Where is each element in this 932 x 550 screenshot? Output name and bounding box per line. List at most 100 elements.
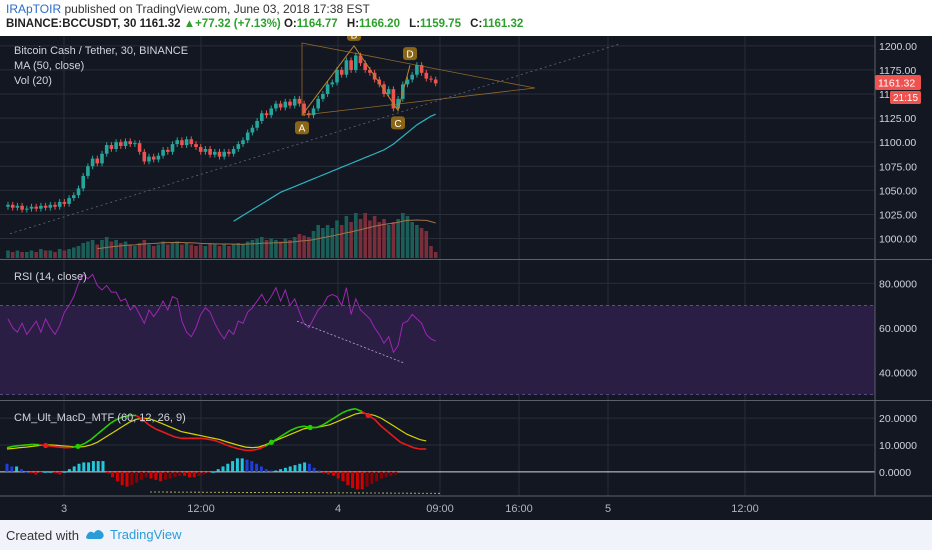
candle: [354, 55, 358, 70]
volume-bar: [396, 219, 400, 258]
volume-bar: [95, 244, 100, 258]
candle: [133, 143, 137, 145]
rsi-divergence-line: [296, 320, 406, 364]
macd-line-segment: [297, 425, 304, 429]
macd-line-segment: [387, 430, 395, 438]
chart-background: [0, 36, 932, 520]
tradingview-brand[interactable]: TradingView: [84, 525, 182, 543]
macd-histogram-bar: [269, 470, 273, 472]
macd-histogram-bar: [379, 471, 383, 479]
macd-histogram-bar: [178, 471, 182, 476]
macd-line-segment: [232, 446, 240, 450]
price-tick-label: 1000.00: [879, 234, 917, 246]
macd-histogram-bar: [202, 471, 206, 475]
candle: [142, 151, 147, 162]
change-arrow-icon: ▲: [183, 18, 196, 30]
candle: [297, 98, 302, 104]
candle: [311, 108, 316, 116]
macd-histogram-bar: [24, 471, 28, 473]
rsi-tick-label: 80.0000: [879, 278, 917, 290]
volume-bar: [39, 249, 43, 258]
macd-histogram-bar: [288, 466, 292, 472]
candle: [15, 205, 20, 208]
volume-bar: [48, 250, 53, 258]
volume-bar: [222, 244, 226, 258]
candle: [405, 79, 410, 85]
macd-histogram-bar: [351, 471, 355, 488]
price-tick-label: 1125.00: [879, 113, 916, 125]
rsi-tick-label: 40.0000: [879, 367, 917, 379]
x-tick-label: 09:00: [426, 503, 454, 515]
volume-bar: [292, 237, 297, 258]
volume-bar: [123, 241, 128, 258]
macd-histogram-bar: [235, 458, 239, 472]
pattern-point-badge: [391, 116, 405, 130]
volume-bar: [161, 241, 165, 258]
candlesticks: [6, 52, 438, 213]
macd-line-segment: [290, 426, 298, 431]
macd-histogram-bar: [384, 471, 388, 478]
candle: [114, 142, 118, 149]
macd-line-segment: [342, 409, 350, 414]
volume-bar: [349, 222, 353, 258]
macd-histogram-bar: [346, 471, 350, 486]
chart-canvas[interactable]: A B C D 3 12:00 4 09:00 16:00 5 12:00 1200.00 1175.…: [0, 27, 932, 520]
macd-line-segment: [316, 424, 324, 429]
macd-cross-dot: [365, 412, 371, 419]
macd-histogram-bar: [279, 469, 283, 472]
candle: [363, 63, 367, 70]
published-text: published on TradingView.com, June 03, 2…: [64, 2, 370, 16]
symbol-label: BINANCE:BCCUSDT, 30: [6, 18, 137, 30]
volume-bar: [391, 222, 396, 258]
macd-histogram-bar: [394, 471, 398, 475]
volume-bar: [194, 246, 198, 258]
candle: [119, 142, 123, 147]
volume-bar: [67, 249, 71, 258]
candle: [260, 113, 264, 121]
candle: [358, 55, 363, 64]
macd-histogram-bar: [96, 461, 100, 472]
macd-histogram-bar: [135, 471, 139, 483]
volume-bar: [213, 244, 217, 258]
volume-bar: [368, 220, 372, 258]
author-link[interactable]: IRApTOIR: [6, 2, 62, 16]
macd-cross-dot: [139, 416, 146, 423]
macd-histogram-bar: [245, 459, 249, 472]
volume-bar: [344, 216, 349, 258]
macd-histogram-bar: [192, 471, 196, 478]
price-tag: 1161.32 21:15: [875, 75, 921, 104]
macd-histogram-bar: [312, 467, 316, 472]
macd-histogram-bar: [120, 471, 124, 486]
volume-bar: [170, 243, 175, 258]
volume-bar: [208, 243, 212, 258]
volume-bar: [307, 237, 311, 258]
last-price: 1161.32: [139, 18, 181, 30]
volume-bar: [81, 243, 85, 258]
volume-bar: [156, 244, 161, 258]
macd-line-segment: [109, 418, 118, 425]
volume-bars: [6, 213, 438, 258]
macd-histogram-bar: [240, 458, 244, 472]
macd-line-segment: [90, 433, 98, 441]
chart-area[interactable]: A B C D 3 12:00 4 09:00 16:00 5 12:00 1200.00 1175.…: [0, 27, 932, 520]
candle: [10, 204, 15, 208]
trend-line: [9, 43, 621, 235]
volume-bar: [386, 225, 391, 258]
harmonic-pattern: A B C D: [9, 27, 621, 235]
macd-histogram-bar: [370, 471, 374, 484]
macd-line-segment: [213, 439, 221, 444]
macd-line-segment: [283, 429, 292, 435]
macd-histogram-bar: [139, 471, 143, 480]
macd-histogram-bar: [250, 461, 254, 472]
macd-histogram-bar: [111, 471, 115, 478]
macd-histogram-bar: [48, 471, 52, 473]
macd-histogram-bar: [53, 471, 57, 474]
volume-bar: [119, 243, 123, 258]
candle: [264, 113, 269, 116]
macd-line-segment: [155, 428, 163, 433]
macd-line-segment: [251, 448, 259, 452]
x-tick-label: 12:00: [187, 503, 215, 515]
macd-histogram-bar: [154, 471, 158, 480]
candle: [90, 158, 95, 167]
volume-bar: [189, 244, 194, 258]
